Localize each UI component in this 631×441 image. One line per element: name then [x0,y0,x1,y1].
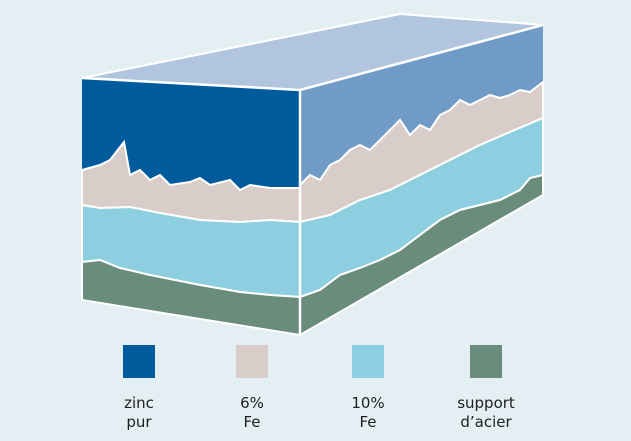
legend-label-line2: d’acier [460,413,512,431]
legend-label: zinc pur [79,394,199,432]
legend-swatch [236,345,268,378]
legend-item-10fe: 10% Fe [308,345,428,432]
legend-label-line2: Fe [359,413,377,431]
legend-swatch [123,345,155,378]
legend-label: 10% Fe [308,394,428,432]
legend-label-line1: zinc [124,394,154,412]
front-layer-steel [81,258,301,337]
block-front-face [81,78,301,337]
legend-label-line2: Fe [243,413,261,431]
legend-label-line2: pur [126,413,152,431]
side-layer-steel [299,173,544,337]
block-side-face [299,25,544,337]
legend-item-steel: support d’acier [426,345,546,432]
legend-label-line1: 6% [240,394,264,412]
legend-item-6fe: 6% Fe [192,345,312,432]
legend-swatch [470,345,502,378]
front-layer-zinc [82,78,300,190]
legend-label: 6% Fe [192,394,312,432]
legend-swatch [352,345,384,378]
legend-label-line1: 10% [351,394,385,412]
legend-item-zinc: zinc pur [79,345,199,432]
legend-label-line1: support [457,394,515,412]
legend-label: support d’acier [426,394,546,432]
